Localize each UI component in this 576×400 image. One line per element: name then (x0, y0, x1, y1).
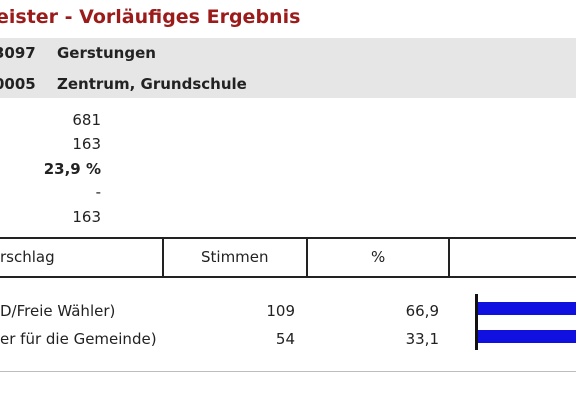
row-percent: 66,9 (405, 302, 439, 320)
header-divider (162, 239, 164, 276)
row-votes: 54 (275, 330, 295, 348)
row-votes: 109 (266, 302, 295, 320)
stat-voters: 163 (72, 135, 101, 153)
header-divider (306, 239, 308, 276)
header-proposal[interactable]: rschlag (0, 248, 55, 266)
row-name: D/Freie Wähler) (0, 302, 116, 320)
header-percent[interactable]: % (371, 248, 386, 266)
district-code: 0005 (0, 75, 36, 93)
row-name: er für die Gemeinde) (0, 330, 157, 348)
header-divider (448, 239, 450, 276)
district-name: Zentrum, Grundschule (57, 75, 247, 93)
stat-invalid: - (95, 183, 101, 201)
municipality-name: Gerstungen (57, 44, 156, 62)
result-bar (478, 330, 576, 343)
header-votes[interactable]: Stimmen (201, 248, 269, 266)
municipality-code: 3097 (0, 44, 36, 62)
footer-divider (0, 371, 576, 372)
page-title: eister - Vorläufiges Ergebnis (0, 6, 301, 28)
results-table-header: rschlag Stimmen % (0, 237, 576, 278)
info-band: 3097 Gerstungen 0005 Zentrum, Grundschul… (0, 38, 576, 98)
stat-turnout: 23,9 % (43, 160, 101, 178)
stat-eligible: 681 (72, 111, 101, 129)
stat-valid: 163 (72, 208, 101, 226)
result-bar (478, 302, 576, 315)
row-percent: 33,1 (405, 330, 439, 348)
bar-axis (475, 294, 478, 350)
